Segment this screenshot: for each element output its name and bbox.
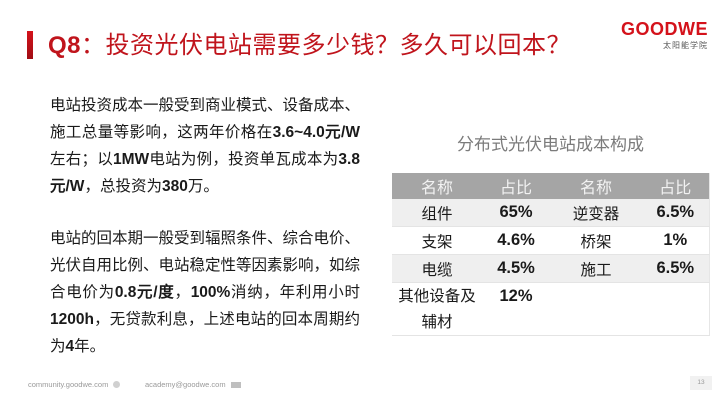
item-share: 6.5% [642, 254, 709, 283]
text-run-bold: 1MW [113, 151, 150, 168]
logo-subtitle: 太阳能学院 [663, 41, 708, 50]
header-name: 名称 [392, 173, 482, 199]
text-run: 电站投资成本一般受到商业模式、设备成本、施工总量等影响，这两年价格在 [50, 96, 361, 141]
table-row: 其他设备及辅材 12% [392, 282, 709, 336]
text-run: ， [174, 283, 191, 301]
table-title: 分布式光伏电站成本构成 [457, 135, 644, 155]
text-run-bold: 380 [161, 178, 188, 195]
cost-breakdown-table: 名称 占比 名称 占比 组件 65% 逆变器 6.5% 支架 4.6% 桥架 1… [392, 173, 710, 336]
text-run-bold: 3.6~4.0元/W [272, 124, 360, 141]
item-name: 组件 [392, 199, 482, 227]
goodwe-logo: GOODWE 太阳能学院 [612, 19, 708, 51]
title-text: ：投资光伏电站需要多少钱？多久可以回本？ [81, 31, 572, 59]
page-number: 13 [690, 376, 712, 390]
item-name: 施工 [550, 254, 642, 283]
item-name: 逆变器 [550, 199, 642, 227]
text-run-bold: 3.8元/W [50, 151, 360, 195]
item-share: 1% [642, 226, 709, 255]
payback-period-paragraph: 电站的回本期一般受到辐照条件、综合电价、光伏自用比例、电站稳定性等因素影响，如综… [50, 225, 360, 360]
footer-email: academy@goodwe.com [145, 380, 241, 389]
text-run-bold: 100% [190, 284, 231, 301]
item-share: 6.5% [642, 199, 709, 227]
question-number: Q8 [48, 32, 82, 59]
text-run-bold: 4 [65, 338, 75, 355]
text-run: 电站为例，投资单瓦成本为 [149, 150, 339, 168]
table-row: 支架 4.6% 桥架 1% [392, 226, 709, 255]
item-share: 12% [482, 282, 550, 336]
header-share: 占比 [642, 173, 709, 199]
text-run-bold: 1200h [50, 311, 94, 328]
text-run: 年。 [74, 337, 106, 355]
table-header-row: 名称 占比 名称 占比 [392, 173, 709, 199]
item-name: 桥架 [550, 226, 642, 255]
investment-cost-paragraph: 电站投资成本一般受到商业模式、设备成本、施工总量等影响，这两年价格在3.6~4.… [50, 92, 360, 200]
title-accent-bar [27, 31, 33, 59]
page-title: Q8：投资光伏电站需要多少钱？多久可以回本？ [48, 28, 571, 63]
table-row: 电缆 4.5% 施工 6.5% [392, 254, 709, 283]
item-name: 支架 [392, 226, 482, 255]
item-share [642, 282, 709, 336]
item-name [550, 282, 642, 336]
header-name: 名称 [550, 173, 642, 199]
email-link[interactable]: academy@goodwe.com [145, 380, 226, 389]
footer-website: community.goodwe.com [28, 380, 121, 389]
item-share: 65% [482, 199, 550, 227]
website-link[interactable]: community.goodwe.com [28, 380, 109, 389]
text-run-bold: 0.8元/度 [114, 284, 175, 301]
text-run: ，无贷款利息，上述电站的回本周期约为 [50, 310, 360, 355]
header-share: 占比 [482, 173, 550, 199]
item-name: 其他设备及辅材 [392, 282, 482, 336]
text-run: 万。 [187, 177, 219, 195]
item-share: 4.6% [482, 226, 550, 255]
text-run: 左右；以 [50, 150, 113, 168]
globe-icon [113, 381, 121, 388]
mail-icon [230, 381, 241, 388]
text-run: 电站的回本期一般受到辐照条件、综合电价、光伏自用比例、电站稳定性等因素影响，如综… [50, 229, 361, 301]
item-name: 电缆 [392, 254, 482, 283]
logo-brand: GOODWE [621, 19, 708, 39]
item-share: 4.5% [482, 254, 550, 283]
text-run: 消纳，年利用小时 [230, 283, 360, 301]
text-run: ，总投资为 [84, 177, 162, 195]
table-row: 组件 65% 逆变器 6.5% [392, 199, 709, 227]
